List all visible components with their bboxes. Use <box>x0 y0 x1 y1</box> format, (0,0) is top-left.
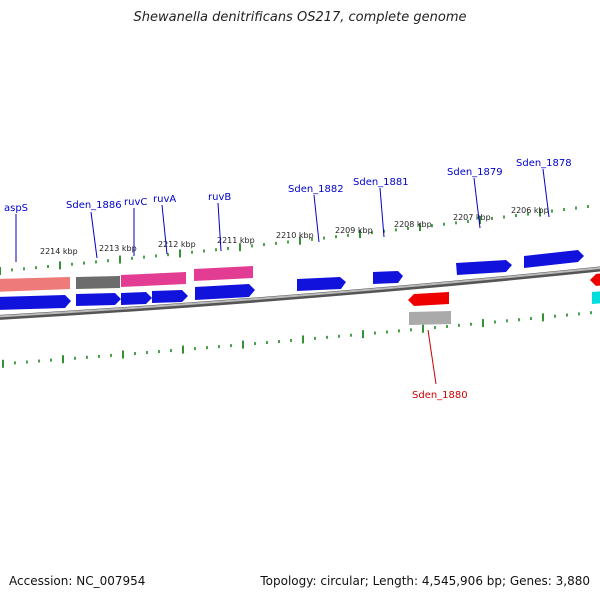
summary-label: Topology: circular; Length: 4,545,906 bp… <box>260 574 590 588</box>
feature-ring-lower <box>408 273 600 325</box>
gene-block-red-edge[interactable] <box>590 273 600 286</box>
ruler-label-2211: 2211 kbp <box>217 236 255 245</box>
ruler-label-2214: 2214 kbp <box>40 247 78 256</box>
gene-label-sden-1879[interactable]: Sden_1879 <box>447 167 503 178</box>
gene-label-ruva[interactable]: ruvA <box>153 194 176 205</box>
feature-ring-middle <box>0 284 255 310</box>
gene-block-gray-lower[interactable] <box>409 311 451 325</box>
gene-label-ruvc[interactable]: ruvC <box>124 197 147 208</box>
feature-ring-upper <box>0 250 584 292</box>
gene-leaders <box>15 168 550 385</box>
gene-label-sden-1886[interactable]: Sden_1886 <box>66 200 122 211</box>
leader-sden-1881 <box>379 187 385 238</box>
ruler-label-2213: 2213 kbp <box>99 244 137 253</box>
gene-block-sden-1880-reverse[interactable] <box>408 292 449 306</box>
gene-label-sden-1882[interactable]: Sden_1882 <box>288 184 344 195</box>
gene-label-asps[interactable]: aspS <box>4 203 28 214</box>
leader-sden-1882 <box>313 194 320 243</box>
gene-label-sden-1880[interactable]: Sden_1880 <box>412 390 468 401</box>
leader-ruvb <box>217 202 222 252</box>
gene-block-sden-1882[interactable] <box>297 277 346 291</box>
gene-block-ruvb-forward[interactable] <box>195 284 255 300</box>
gene-block-ruva-forward[interactable] <box>152 290 188 303</box>
ruler-label-2208: 2208 kbp <box>394 220 432 229</box>
gene-block-ruvc-pink[interactable] <box>121 272 186 287</box>
gene-block-sden-1881[interactable] <box>373 271 403 284</box>
leader-sden-1886 <box>90 211 98 259</box>
ruler-label-2206: 2206 kbp <box>511 206 549 215</box>
accession-label: Accession: NC_007954 <box>9 574 146 588</box>
gene-label-sden-1881[interactable]: Sden_1881 <box>353 177 409 188</box>
gene-block-asps[interactable] <box>0 277 70 292</box>
gene-label-sden-1878[interactable]: Sden_1878 <box>516 158 572 169</box>
outer-tick-ring <box>0 205 589 275</box>
leader-sden-1880 <box>427 329 437 385</box>
leader-sden-1879 <box>473 177 481 229</box>
map-title: Shewanella denitrificans OS217, complete… <box>133 10 467 25</box>
gene-block-sden-1878[interactable] <box>524 250 584 268</box>
gene-block-sden-1886-forward[interactable] <box>76 293 121 306</box>
gene-block-asps-forward[interactable] <box>0 295 71 310</box>
genome-backbone-highlight <box>0 267 600 318</box>
leader-ruva <box>161 204 168 255</box>
gene-block-sden-1879[interactable] <box>456 260 512 275</box>
gene-label-ruvb[interactable]: ruvB <box>208 192 231 203</box>
gene-labels: aspS Sden_1886 ruvC ruvA ruvB Sden_1882 … <box>4 158 572 401</box>
gene-block-sden-1886-gray[interactable] <box>76 276 120 289</box>
gene-block-ruvb-pink[interactable] <box>194 266 253 281</box>
ruler-labels: 2214 kbp 2213 kbp 2212 kbp 2211 kbp 2210… <box>40 206 549 256</box>
ruler-label-2207: 2207 kbp <box>453 213 491 222</box>
gene-block-ruvc-forward[interactable] <box>121 292 152 305</box>
leader-sden-1878 <box>542 168 550 218</box>
gene-block-cyan-edge[interactable] <box>592 291 600 304</box>
ruler-label-2212: 2212 kbp <box>158 240 196 249</box>
inner-tick-ring <box>2 311 592 368</box>
ruler-label-2210: 2210 kbp <box>276 231 314 240</box>
ruler-label-2209: 2209 kbp <box>335 226 373 235</box>
